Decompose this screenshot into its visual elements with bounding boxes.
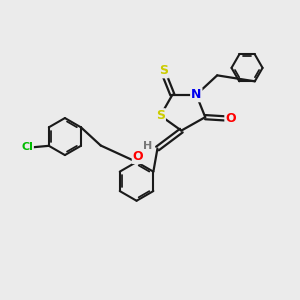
Text: H: H (143, 140, 152, 151)
Text: S: S (159, 64, 168, 77)
Text: O: O (225, 112, 236, 125)
Text: Cl: Cl (21, 142, 33, 152)
Text: S: S (156, 109, 165, 122)
Text: N: N (191, 88, 202, 101)
Text: O: O (133, 150, 143, 163)
